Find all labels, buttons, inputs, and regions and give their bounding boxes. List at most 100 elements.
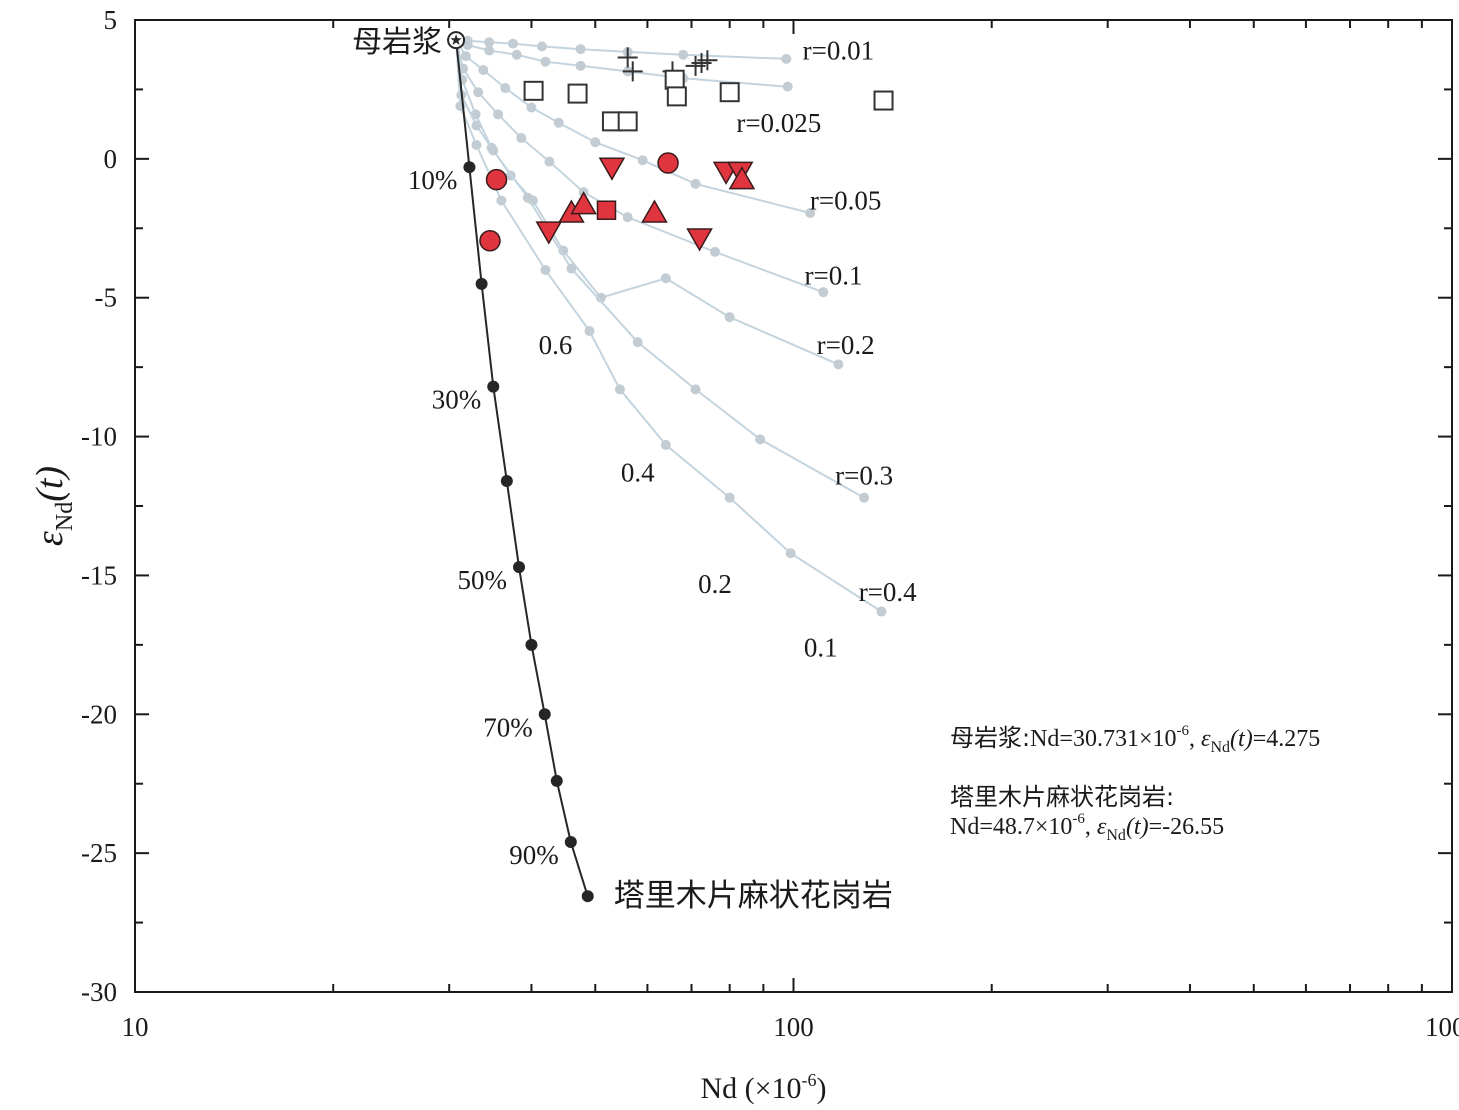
afc-curve-point [488,145,499,156]
afc-curves-layer [455,35,887,617]
sample-circle [479,230,501,252]
end-member-note-title: 塔里木片麻状花岗岩: [950,783,1174,811]
sample-open-square [719,82,740,103]
y-tick-label: -5 [95,283,118,313]
annotation-block: 母岩浆:Nd=30.731×10-6, εNd(t)=4.275 塔里木片麻状花… [950,723,1320,844]
afc-curve-point [690,384,701,395]
afc-curve-point [637,155,648,166]
mixing-line [455,39,589,897]
mixing-percent-label: 30% [432,385,482,415]
afc-curve-point [471,139,482,150]
afc-curve-point [632,337,643,348]
sample-open-square [523,80,544,101]
sample-open-square [664,69,685,90]
afc-curve-point [496,195,507,206]
afc-curve-point [584,326,595,337]
labels-layer: 10% 30% 50% 70% 90% r=0.01 r=0.025 r=0.05 r=0.1 r… [408,36,917,870]
afc-curve-point [540,56,551,67]
afc-curve-point [724,492,735,503]
curve-r-label: r=0.2 [817,330,875,360]
afc-curve-point [614,384,625,395]
y-tick-label: 0 [104,144,118,174]
afc-curve-point [484,45,495,56]
afc-curve-r=0.2 [455,39,839,366]
sample-triangle-down [598,157,626,181]
end-member-label: 塔里木片麻状花岗岩 [614,878,893,914]
afc-curve-point [484,37,495,48]
fraction-label: 0.1 [804,633,838,663]
afc-curve-point [540,264,551,275]
sample-triangle-up [641,199,668,223]
sample-triangle-up [570,191,597,215]
curve-r-label: r=0.4 [859,577,917,607]
fraction-label: 0.4 [621,458,655,488]
mixing-point [487,380,500,393]
sample-square [596,200,617,220]
end-member-note-values: Nd=48.7×10-6, εNd(t)=-26.55 [950,811,1224,844]
afc-curve-point [460,51,471,62]
x-tick-label: 100 [773,1012,814,1042]
sample-plus [697,50,718,71]
afc-curve-point [690,178,701,189]
y-tick-label: -20 [81,699,117,729]
afc-curve-point [544,156,555,167]
mixing-point [513,561,526,574]
y-tick-label: -15 [81,560,117,590]
x-tick-label: 1000 [1425,1012,1459,1042]
sample-open-square [873,90,894,111]
afc-curve-r=0.1 [455,39,824,294]
afc-curve-point [478,64,489,75]
mixing-point [581,890,594,903]
afc-curve-point [710,246,721,257]
x-tick-label: 10 [122,1012,149,1042]
afc-curve-point [595,292,606,303]
mixing-point [564,836,577,849]
afc-curve-point [724,312,735,323]
afc-curve-r=0.025 [455,39,788,88]
parent-magma-star-icon [450,34,462,45]
afc-curve-point [566,263,577,274]
mixing-percent-label: 50% [458,565,508,595]
afc-curve-point [876,606,887,617]
sample-open-square [567,83,588,104]
afc-curve-point [462,39,473,50]
afc-curve-point [590,137,601,148]
y-tick-label: -10 [81,422,117,452]
afc-curve-point [507,38,518,49]
y-tick-label: -25 [81,838,117,868]
y-tick-label: -30 [81,977,117,1007]
sample-open-square [617,111,638,132]
fraction-label: 0.2 [698,569,732,599]
afc-curve-point [782,81,793,92]
afc-curve-point [500,83,511,94]
afc-curve-point [678,49,689,60]
mixing-point [500,475,513,488]
mixing-point [475,277,488,290]
x-axis-label: Nd (×10-6) [700,1070,826,1105]
sample-circle [657,152,679,174]
afc-curve-point [536,41,547,52]
afc-curve-point [833,359,844,370]
afc-curve-point [511,49,522,60]
afc-curve-point [660,273,671,284]
afc-curve-point [660,439,671,450]
afc-curve-point [818,287,829,298]
afc-curve-point [473,87,484,98]
sample-triangle-up [728,166,756,190]
afc-curve-point [516,133,527,144]
mixing-point [525,638,538,651]
afc-curve-point [622,212,633,223]
sample-plus [617,47,638,68]
mixing-percent-label: 90% [509,840,559,870]
afc-curve-point [522,192,533,203]
afc-curve-point [859,492,870,503]
curve-r-label: r=0.1 [804,260,862,290]
curve-r-label: r=0.3 [835,460,893,490]
plot-frame [134,19,1453,993]
sample-plus [685,55,706,76]
afc-curve-r=0.01 [456,39,787,60]
afc-curve-point [526,102,537,113]
afc-curve-point [575,44,586,55]
afc-curve-point [471,120,482,131]
